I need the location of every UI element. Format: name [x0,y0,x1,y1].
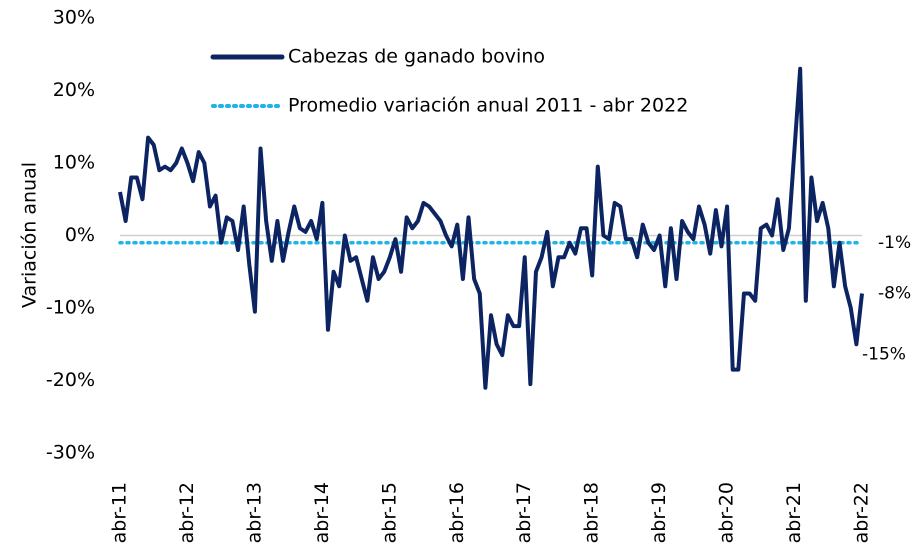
x-tick-label: abr-12 [176,482,198,543]
legend-label: Cabezas de ganado bovino [288,46,545,68]
x-tick-label: abr-16 [446,482,468,543]
x-tick-label: abr-22 [851,482,873,543]
end-label: -8% [878,284,911,304]
x-tick-label: abr-15 [378,482,400,543]
y-tick-label: 0% [65,224,95,246]
x-tick-label: abr-21 [783,482,805,543]
x-tick-label: abr-11 [109,482,131,543]
x-tick-label: abr-19 [648,482,670,543]
end-label: -1% [878,233,911,253]
x-tick-label: abr-13 [243,482,265,543]
x-tick-label: abr-18 [581,482,603,543]
y-tick-label: -10% [46,297,95,319]
y-tick-label: 30% [53,7,95,29]
x-tick-label: abr-14 [311,482,333,543]
y-tick-label: -30% [46,442,95,464]
series-line [118,66,864,390]
y-tick-label: 20% [53,79,95,101]
x-tick-label: abr-20 [716,482,738,543]
y-tick-label: -20% [46,369,95,391]
end-label: -15% [862,344,906,364]
legend-label: Promedio variación anual 2011 - abr 2022 [288,95,688,117]
x-tick-label: abr-17 [513,482,535,543]
y-tick-label: 10% [53,152,95,174]
y-axis-label: Variación anual [19,162,41,308]
